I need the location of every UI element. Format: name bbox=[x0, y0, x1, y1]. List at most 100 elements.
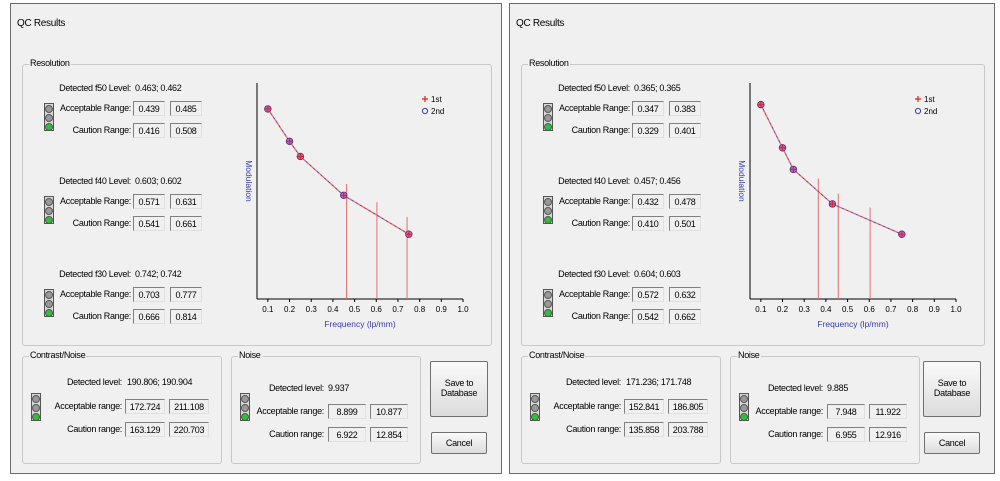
x-tick-label: 1.0 bbox=[950, 305, 962, 314]
panel-divider bbox=[503, 0, 508, 481]
detected-level-value: 0.457; 0.456 bbox=[634, 176, 681, 186]
caution-min-field: 0.541 bbox=[133, 216, 165, 231]
acceptable-min-field: 0.432 bbox=[632, 194, 664, 209]
data-point-1st bbox=[757, 101, 764, 108]
status-light-icon bbox=[530, 393, 540, 421]
qc-results-window: QC Results Resolution Detected f50 Level: 0… bbox=[509, 3, 995, 474]
acceptable-max-field: 0.383 bbox=[669, 101, 701, 116]
legend-circle-icon bbox=[421, 107, 429, 115]
save-button-line2: Database bbox=[440, 388, 478, 398]
legend-plus-icon bbox=[422, 96, 428, 102]
acceptable-range-label: Acceptable range: bbox=[755, 406, 824, 416]
detected-level-value: 9.885 bbox=[827, 383, 849, 393]
status-light-icon bbox=[240, 393, 250, 421]
contrast-noise-group: Contrast/Noise Detected level: 190.806; 19… bbox=[22, 350, 222, 464]
resolution-group: Resolution Detected f50 Level: 0.463; 0.46… bbox=[22, 58, 492, 346]
data-point-1st bbox=[829, 200, 836, 207]
acceptable-min-field: 0.571 bbox=[133, 194, 165, 209]
save-to-database-button[interactable]: Save to Database bbox=[923, 361, 981, 417]
data-point-1st bbox=[286, 138, 293, 145]
data-point-1st bbox=[898, 231, 905, 238]
acceptable-min-field: 0.439 bbox=[133, 101, 165, 116]
acceptable-max-field: 0.631 bbox=[170, 194, 202, 209]
acceptable-range-label: Acceptable range: bbox=[553, 401, 622, 411]
detected-level-label: Detected level: bbox=[565, 377, 621, 387]
acceptable-max-field: 186.805 bbox=[668, 399, 708, 414]
data-point-1st bbox=[779, 144, 786, 151]
caution-range-label: Caution Range: bbox=[72, 218, 132, 228]
y-axis-label: Modulation bbox=[244, 160, 254, 202]
x-tick-label: 0.7 bbox=[392, 305, 404, 314]
cancel-button[interactable]: Cancel bbox=[431, 432, 487, 454]
detected-level-label: Detected f40 Level: bbox=[558, 176, 630, 186]
status-light-icon bbox=[31, 393, 41, 421]
status-light-icon bbox=[543, 289, 553, 317]
detected-level-label: Detected level: bbox=[268, 383, 324, 393]
caution-range-label: Caution range: bbox=[768, 429, 823, 439]
caution-min-field: 6.922 bbox=[328, 427, 366, 442]
acceptable-max-field: 0.777 bbox=[170, 287, 202, 302]
acceptable-range-label: Acceptable range: bbox=[54, 401, 123, 411]
acceptable-range-label: Acceptable Range: bbox=[559, 103, 630, 113]
save-button-line2: Database bbox=[933, 388, 971, 398]
detected-level-value: 0.604; 0.603 bbox=[634, 269, 681, 279]
data-point-1st bbox=[264, 105, 271, 112]
legend-plus-icon bbox=[915, 96, 921, 102]
caution-max-field: 220.703 bbox=[169, 422, 209, 437]
window-title: QC Results bbox=[516, 18, 565, 29]
resolution-group-label: Resolution bbox=[29, 58, 71, 68]
detected-level-value: 9.937 bbox=[328, 383, 350, 393]
caution-range-label: Caution range: bbox=[67, 424, 122, 434]
acceptable-min-field: 7.948 bbox=[827, 404, 865, 419]
series-line-2nd bbox=[267, 108, 409, 235]
noise-label: Noise bbox=[737, 350, 761, 360]
x-tick-label: 0.5 bbox=[842, 305, 854, 314]
cancel-button[interactable]: Cancel bbox=[924, 432, 980, 454]
plot-area: 0.1 0.2 0.3 0.4 0.5 0.6 0.7 0.8 0.9 1.0 bbox=[749, 83, 962, 314]
caution-range-label: Caution range: bbox=[566, 424, 621, 434]
acceptable-max-field: 0.478 bbox=[669, 194, 701, 209]
caution-max-field: 0.661 bbox=[170, 216, 202, 231]
caution-range-label: Caution Range: bbox=[571, 218, 631, 228]
x-axis-label: Frequency (lp/mm) bbox=[817, 319, 888, 329]
x-tick-label: 0.2 bbox=[777, 305, 789, 314]
x-tick-label: 0.3 bbox=[799, 305, 811, 314]
acceptable-max-field: 211.108 bbox=[169, 399, 209, 414]
x-tick-label: 0.9 bbox=[436, 305, 448, 314]
detected-level-label: Detected f50 Level: bbox=[558, 83, 630, 93]
detected-level-value: 0.365; 0.365 bbox=[634, 83, 681, 93]
resolution-group-label: Resolution bbox=[528, 58, 570, 68]
caution-max-field: 0.401 bbox=[669, 123, 701, 138]
noise-group: Noise Detected level: 9.937 Acceptable rang… bbox=[231, 350, 421, 464]
acceptable-min-field: 8.899 bbox=[328, 404, 366, 419]
legend-2nd-label: 2nd bbox=[924, 107, 937, 116]
x-tick-label: 0.2 bbox=[284, 305, 296, 314]
detected-level-value: 0.742; 0.742 bbox=[135, 269, 182, 279]
caution-min-field: 6.955 bbox=[827, 427, 865, 442]
caution-max-field: 0.508 bbox=[170, 123, 202, 138]
save-to-database-button[interactable]: Save to Database bbox=[430, 361, 488, 417]
caution-max-field: 0.662 bbox=[669, 309, 701, 324]
caution-range-label: Caution Range: bbox=[571, 125, 631, 135]
x-tick-label: 0.9 bbox=[929, 305, 941, 314]
caution-min-field: 0.329 bbox=[632, 123, 664, 138]
series-line-2nd bbox=[760, 104, 902, 235]
detected-level-value: 190.806; 190.904 bbox=[127, 377, 193, 387]
x-tick-label: 0.8 bbox=[907, 305, 919, 314]
qc-results-window: QC Results Resolution Detected f50 Level: 0… bbox=[10, 3, 502, 474]
caution-min-field: 0.410 bbox=[632, 216, 664, 231]
series-line-1st bbox=[760, 104, 903, 235]
contrast-noise-group: Contrast/Noise Detected level: 171.236; 17… bbox=[521, 350, 721, 464]
acceptable-range-label: Acceptable range: bbox=[256, 406, 325, 416]
acceptable-range-label: Acceptable Range: bbox=[559, 289, 630, 299]
plot-area: 0.1 0.2 0.3 0.4 0.5 0.6 0.7 0.8 0.9 1.0 bbox=[256, 83, 469, 314]
caution-max-field: 12.854 bbox=[370, 427, 408, 442]
data-point-1st bbox=[340, 192, 347, 199]
data-point-1st bbox=[405, 231, 412, 238]
caution-min-field: 0.666 bbox=[133, 309, 165, 324]
legend-1st-label: 1st bbox=[431, 95, 442, 104]
caution-max-field: 0.814 bbox=[170, 309, 202, 324]
acceptable-min-field: 0.347 bbox=[632, 101, 664, 116]
x-tick-label: 0.3 bbox=[306, 305, 318, 314]
caution-max-field: 12.916 bbox=[869, 427, 907, 442]
